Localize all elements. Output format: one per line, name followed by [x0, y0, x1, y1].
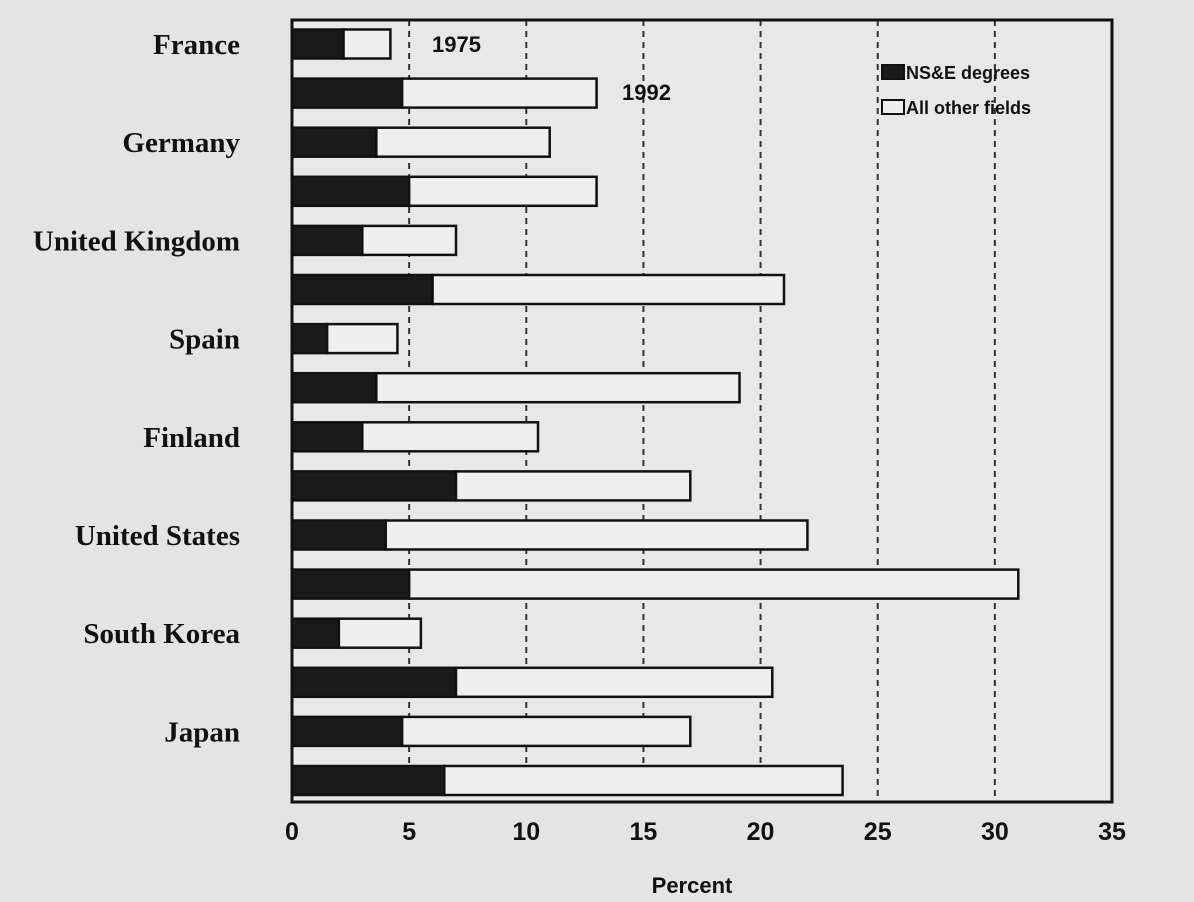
category-label: Japan — [164, 716, 240, 748]
bar-other — [375, 126, 551, 158]
bar-other — [342, 28, 392, 60]
bar-nse — [290, 371, 378, 404]
plot-frame — [290, 18, 1114, 804]
bar-nse — [290, 617, 341, 649]
bar-other — [407, 175, 598, 208]
x-tick-label: 30 — [981, 818, 1009, 846]
bar-nse — [290, 126, 378, 158]
bar-nse — [290, 175, 411, 208]
category-label: Finland — [143, 422, 240, 454]
bar-nse — [290, 421, 364, 453]
x-tick-label: 0 — [285, 818, 299, 846]
bar-nse — [290, 519, 387, 551]
x-tick-label: 15 — [630, 818, 658, 846]
bar-other — [384, 519, 809, 551]
x-tick-label: 25 — [864, 818, 892, 846]
category-label: United States — [75, 520, 240, 552]
x-tick-label: 20 — [747, 818, 775, 846]
category-labels: France Germany United Kingdom Spain Finland U… — [33, 29, 241, 748]
bar-other — [400, 77, 598, 109]
bar-other — [361, 421, 540, 453]
legend-swatch-nse — [881, 64, 905, 80]
bar-nse — [290, 666, 458, 699]
bar-nse — [290, 568, 411, 600]
x-tick-label: 10 — [512, 818, 540, 846]
bar-nse — [290, 273, 434, 306]
bar-other — [407, 568, 1020, 600]
legend-swatch-other — [881, 99, 905, 115]
bar-nse — [290, 28, 345, 60]
bar-nse — [290, 764, 446, 797]
category-label: United Kingdom — [33, 225, 240, 257]
legend-label-other: All other fields — [906, 98, 1031, 118]
bar-other — [325, 322, 399, 355]
bar-other — [443, 764, 844, 797]
legend: NS&E degrees All other fields — [881, 63, 1031, 118]
category-label: Germany — [122, 127, 240, 159]
bar-other — [400, 715, 692, 748]
bar-nse — [290, 470, 458, 502]
bar-other — [375, 371, 741, 404]
bar-nse — [290, 715, 404, 748]
bar-nse — [290, 77, 404, 109]
bar-other — [454, 666, 774, 699]
legend-label-nse: NS&E degrees — [906, 63, 1030, 83]
x-axis-title: Percent — [652, 873, 733, 898]
x-tick-label: 5 — [402, 818, 416, 846]
bar-other — [454, 470, 692, 502]
x-tick-label: 35 — [1098, 818, 1126, 846]
bars — [290, 28, 1020, 797]
year-label-1992: 1992 — [622, 80, 671, 105]
bar-other — [337, 617, 423, 649]
category-label: France — [153, 29, 240, 61]
category-label: Spain — [169, 324, 240, 356]
bar-other — [361, 224, 458, 257]
bar-nse — [290, 322, 329, 355]
bar-other — [431, 273, 786, 306]
year-label-1975: 1975 — [432, 32, 481, 57]
bar-nse — [290, 224, 364, 257]
category-label: South Korea — [83, 618, 240, 650]
x-tick-labels: 0 5 10 15 20 25 30 35 — [285, 818, 1126, 846]
